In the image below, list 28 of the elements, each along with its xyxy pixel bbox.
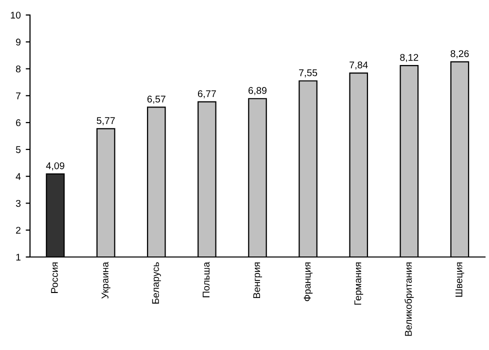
- x-tick-label: Великобритания: [404, 262, 414, 336]
- data-label: 7,55: [299, 69, 318, 78]
- y-tick-label: 8: [16, 66, 21, 72]
- x-tick-label: Беларусь: [152, 262, 161, 304]
- y-tick-label: 2: [16, 226, 20, 234]
- y-tick-label: 5: [16, 146, 21, 154]
- y-tick-label: 3: [16, 200, 21, 207]
- y-tick-label: 4: [16, 173, 21, 180]
- y-tick-label: 1: [16, 254, 20, 261]
- x-tick-label: Франция: [304, 262, 313, 302]
- x-tick-label: Швеция: [456, 262, 464, 297]
- x-tick-label: Германия: [354, 262, 364, 305]
- y-tick-label: 6: [16, 119, 21, 126]
- data-label: 6,57: [147, 96, 166, 104]
- data-label: 6,77: [198, 90, 216, 98]
- x-tick-label: Венгрия: [253, 262, 262, 298]
- y-tick-label: 9: [16, 38, 21, 46]
- data-label: 7,84: [350, 61, 368, 70]
- data-label: 4,09: [46, 162, 64, 170]
- y-tick-label: 10: [10, 12, 21, 19]
- x-tick-label: Польша: [202, 262, 210, 298]
- x-tick-label: Россия: [51, 262, 58, 293]
- data-label: 6,89: [248, 87, 266, 96]
- y-tick-label: 7: [16, 92, 20, 100]
- x-tick-label: Украина: [102, 262, 110, 299]
- data-label: 5,77: [96, 117, 115, 126]
- data-label: 8,26: [450, 50, 469, 58]
- data-label: 8,12: [400, 54, 418, 62]
